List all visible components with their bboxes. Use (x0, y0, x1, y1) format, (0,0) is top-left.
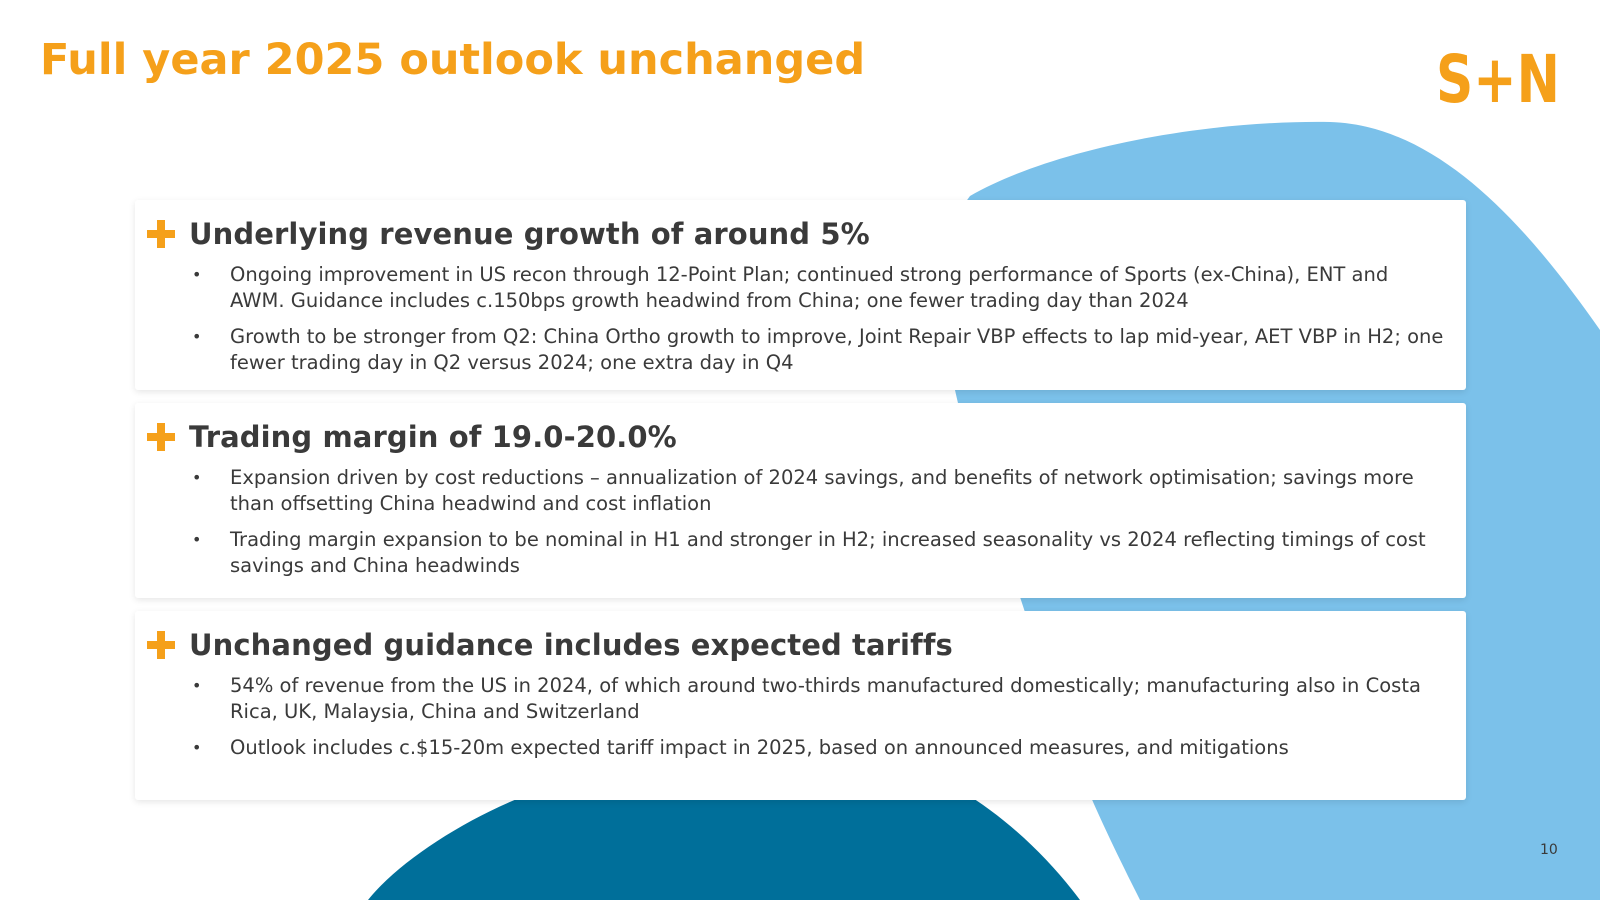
plus-icon (147, 423, 175, 451)
plus-icon (147, 631, 175, 659)
smith-nephew-logo: S+N (1436, 42, 1560, 106)
bullet-text: Outlook includes c.$15-20m expected tari… (230, 736, 1289, 759)
slide-title: Full year 2025 outlook unchanged (40, 35, 866, 85)
plus-icon (147, 220, 175, 248)
bullet-list: • Expansion driven by cost reductions – … (190, 465, 1446, 589)
bullet-glyph: • (192, 676, 202, 695)
bullet-item: • Expansion driven by cost reductions – … (190, 465, 1446, 517)
outlook-card-margin: Trading margin of 19.0-20.0% • Expansion… (135, 403, 1466, 598)
bullet-text: Ongoing improvement in US recon through … (230, 263, 1389, 312)
outlook-card-revenue: Underlying revenue growth of around 5% •… (135, 200, 1466, 390)
page-number: 10 (1540, 842, 1558, 858)
card-header: Unchanged guidance includes expected tar… (147, 625, 953, 665)
bullet-item: • Ongoing improvement in US recon throug… (190, 262, 1446, 314)
bullet-item: • Trading margin expansion to be nominal… (190, 527, 1446, 579)
card-heading: Trading margin of 19.0-20.0% (189, 420, 677, 454)
bullet-item: • Outlook includes c.$15-20m expected ta… (190, 735, 1446, 761)
bullet-list: • 54% of revenue from the US in 2024, of… (190, 673, 1446, 771)
outlook-card-tariffs: Unchanged guidance includes expected tar… (135, 611, 1466, 800)
card-heading: Underlying revenue growth of around 5% (189, 217, 870, 251)
bullet-text: Growth to be stronger from Q2: China Ort… (230, 325, 1444, 374)
card-header: Trading margin of 19.0-20.0% (147, 417, 677, 457)
bullet-item: • 54% of revenue from the US in 2024, of… (190, 673, 1446, 725)
bullet-glyph: • (192, 468, 202, 487)
dark-blue-blob (368, 790, 1080, 900)
bullet-item: • Growth to be stronger from Q2: China O… (190, 324, 1446, 376)
bullet-glyph: • (192, 265, 202, 284)
logo-text: S+N (1436, 42, 1560, 106)
bullet-list: • Ongoing improvement in US recon throug… (190, 262, 1446, 386)
bullet-text: Expansion driven by cost reductions – an… (230, 466, 1414, 515)
bullet-glyph: • (192, 738, 202, 757)
bullet-glyph: • (192, 327, 202, 346)
bullet-text: 54% of revenue from the US in 2024, of w… (230, 674, 1421, 723)
bullet-glyph: • (192, 530, 202, 549)
bullet-text: Trading margin expansion to be nominal i… (230, 528, 1426, 577)
card-header: Underlying revenue growth of around 5% (147, 214, 870, 254)
card-heading: Unchanged guidance includes expected tar… (189, 628, 953, 662)
